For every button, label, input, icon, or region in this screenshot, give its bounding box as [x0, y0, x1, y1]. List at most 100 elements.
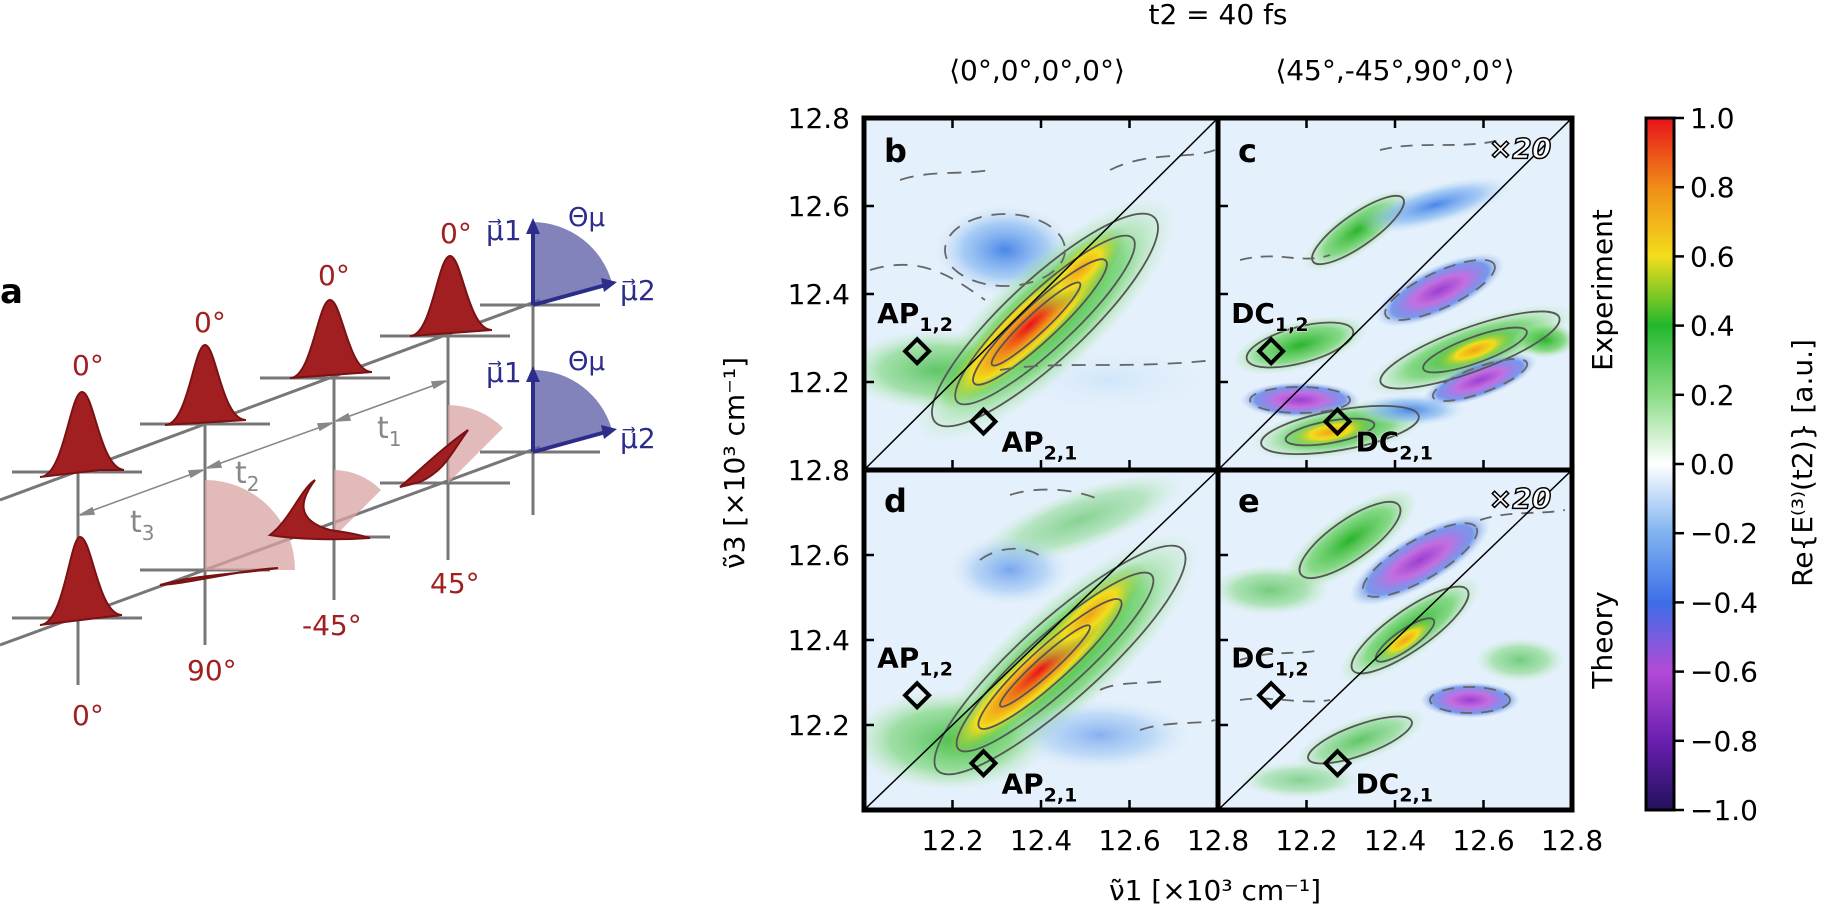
colorbar-tick-label: 0.4: [1690, 310, 1735, 343]
delay-arrows: [79, 380, 447, 516]
x-tick-label: 12.8: [1187, 824, 1249, 857]
x-tick-label: 12.8: [1541, 824, 1603, 857]
peak-marker-b-1: [902, 336, 932, 367]
angle-top-2: 0°: [194, 306, 226, 339]
feature-e-green-4: [1475, 638, 1565, 682]
angle-bottom-1: 0°: [72, 699, 104, 732]
row-title-experiment: Experiment: [1586, 209, 1619, 371]
colorbar-gradient: [1644, 116, 1676, 812]
x-tick-label: 12.4: [1010, 824, 1072, 857]
feature-e-green-1: [1282, 488, 1418, 592]
panel-c-heatmap: [1218, 118, 1572, 470]
colorbar-tick-label: 0.2: [1690, 379, 1735, 412]
peak-marker-d-2: [968, 748, 999, 779]
feature-e-green-5: [1293, 708, 1427, 772]
pulses-bottom: [39, 429, 469, 626]
feature-e-purple-1: [1349, 514, 1491, 606]
panel-a-label: a: [0, 272, 23, 312]
feature-b-orange: [1033, 226, 1127, 314]
feature-c-blue-2: [1355, 394, 1465, 426]
feature-e-green-3: [1218, 565, 1330, 615]
panel-c-label: c: [1238, 132, 1257, 170]
figure-title: t2 = 40 fs: [1148, 0, 1287, 31]
feature-e-green-6: [1240, 762, 1360, 798]
x-tick-label: 12.6: [1098, 824, 1160, 857]
colorbar-ticks: 1.0 0.8 0.6 0.4 0.2 0.0 −0.2 −0.4 −0.6 −0.8 −1.0: [1674, 102, 1758, 827]
theta-label-top: Θμ: [568, 203, 605, 233]
colorbar-tick-label: −0.6: [1690, 656, 1758, 689]
panel-d-label: d: [884, 482, 907, 520]
panel-d-heatmap: [864, 470, 1218, 810]
tick-labels: 12.2 12.4 12.6 12.8 12.2 12.4 12.6 12.8 12.8 12.6…: [788, 102, 1604, 857]
feature-d-blue-2: [1010, 700, 1190, 770]
panel-e-scale: ×20: [1489, 482, 1551, 515]
y-tick-label: 12.6: [788, 190, 850, 223]
peak-label-b-1: AP1,2: [877, 297, 953, 336]
feature-c-blue-1: [1357, 176, 1513, 234]
colorbar-tick-label: −0.4: [1690, 586, 1758, 619]
colorbar-tick-label: 0.8: [1690, 171, 1735, 204]
y-tick-label: 12.4: [788, 278, 850, 311]
pulses-top: [39, 254, 493, 478]
colorbar-tick-label: −1.0: [1690, 794, 1758, 827]
feature-c-purple-2: [1423, 353, 1537, 407]
y-tick-label: 12.8: [788, 102, 850, 135]
mu1-label-top: μ⃗1: [486, 214, 522, 247]
y-tick-label: 12.8: [788, 454, 850, 487]
column-title-2: ⟨45°,-45°,90°,0°⟩: [1275, 54, 1514, 87]
peak-marker-b-2: [968, 406, 999, 437]
row-title-theory: Theory: [1586, 591, 1619, 689]
feature-d-blue-1: [950, 535, 1070, 605]
y-tick-label: 12.2: [788, 709, 850, 742]
tick-marks: [864, 116, 1574, 810]
feature-c-orange-2: [1432, 329, 1518, 371]
peak-label-b-2: AP2,1: [1001, 426, 1077, 465]
dipole-diagram-bottom: [526, 366, 617, 454]
mu2-label-top: μ⃗2: [620, 274, 656, 307]
panel-b-label: b: [884, 132, 907, 170]
peak-marker-c-2: [1322, 406, 1353, 437]
delay-label-t1: t1: [377, 411, 402, 451]
colorbar-tick-label: 1.0: [1690, 102, 1735, 135]
x-tick-label: 12.6: [1452, 824, 1514, 857]
angle-bottom-2: 90°: [187, 654, 237, 687]
colorbar-label: Re{E⁽³⁾(t2)} [a.u.]: [1786, 339, 1819, 587]
colorbar-tick-label: −0.2: [1690, 517, 1758, 550]
y-tick-label: 12.6: [788, 539, 850, 572]
peak-marker-e-2: [1322, 748, 1353, 779]
x-tick-label: 12.2: [1275, 824, 1337, 857]
angle-top-4: 0°: [440, 217, 472, 250]
colorbar-tick-label: −0.8: [1690, 725, 1758, 758]
feature-c-orange-4: [1285, 416, 1375, 448]
y-tick-label: 12.2: [788, 366, 850, 399]
dipole-diagram-top: [526, 218, 617, 307]
y-tick-label: 12.4: [788, 624, 850, 657]
peak-marker-e-1: [1256, 680, 1286, 711]
theta-label-bottom: Θμ: [568, 347, 605, 377]
column-title-1: ⟨0°,0°,0°,0°⟩: [949, 54, 1125, 87]
delay-label-t3: t3: [130, 505, 155, 545]
x-tick-label: 12.4: [1364, 824, 1426, 857]
mu2-label-bottom: μ⃗2: [620, 422, 656, 455]
mu1-label-bottom: μ⃗1: [486, 356, 522, 389]
feature-c-purple-1: [1375, 253, 1505, 327]
panel-b-heatmap: [864, 118, 1218, 470]
feature-e-orange-2: [1375, 617, 1435, 663]
y-axis-label: ν̃3 [×10³ cm⁻¹]: [718, 357, 751, 569]
colorbar: 1.0 0.8 0.6 0.4 0.2 0.0 −0.2 −0.4 −0.6 −0.8 −1.0 R…: [1644, 102, 1819, 827]
angle-bottom-4: 45°: [430, 567, 480, 600]
panel-e-label: e: [1238, 482, 1260, 520]
peak-marker-c-1: [1256, 336, 1286, 367]
panel-e-heatmap: [1218, 470, 1572, 810]
polarization-sectors: [205, 405, 503, 570]
peak-marker-d-1: [902, 680, 932, 711]
colorbar-tick-label: 0.0: [1690, 448, 1735, 481]
x-tick-label: 12.2: [921, 824, 983, 857]
angle-top-1: 0°: [72, 349, 104, 382]
panel-a-schematic: a: [0, 203, 656, 732]
panel-c-scale: ×20: [1489, 132, 1551, 165]
colorbar-tick-label: 0.6: [1690, 240, 1735, 273]
x-axis-label: ν̃1 [×10³ cm⁻¹]: [1109, 874, 1321, 907]
